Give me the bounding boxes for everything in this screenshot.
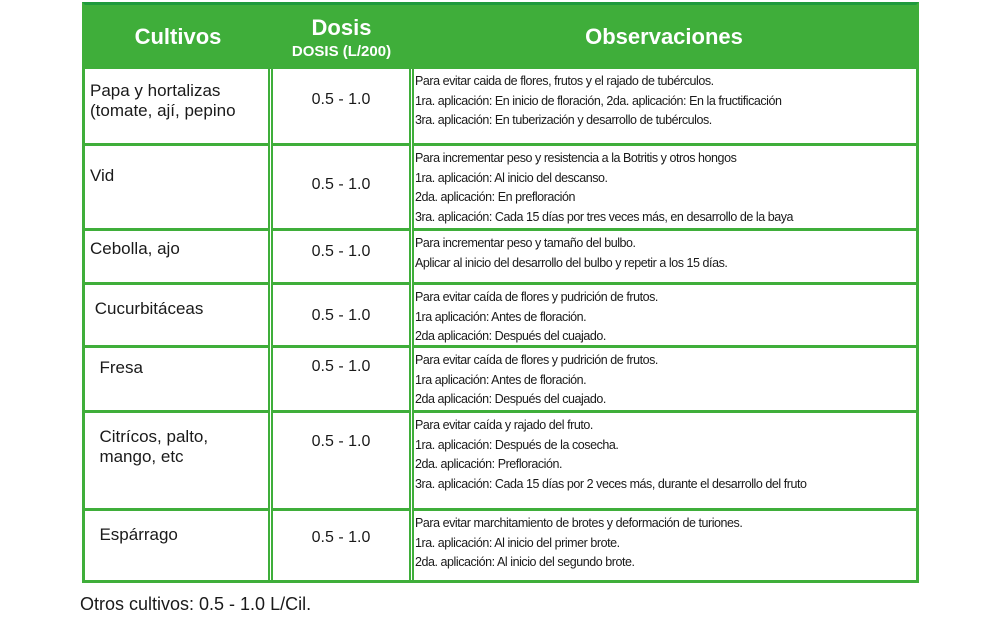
footer-note: Otros cultivos: 0.5 - 1.0 L/Cil.: [80, 594, 312, 614]
dosis-cell: 0.5 - 1.0: [311, 433, 371, 450]
observacion-line: 1ra. aplicación: Al inicio del primer br…: [415, 535, 620, 550]
cultivo-cell: Cebolla, ajo: [90, 239, 270, 259]
header-dosis-label: Dosis: [311, 14, 372, 40]
dosis-cell: 0.5 - 1.0: [311, 176, 371, 193]
observaciones-cell: Para incrementar peso y tamaño del bulbo…: [415, 234, 915, 273]
header-dosis: Dosis DOSIS (L/200): [271, 5, 412, 69]
cultivo-cell: Cucurbitáceas: [90, 299, 270, 319]
column-divider: [409, 69, 414, 580]
observaciones-cell: Para evitar marchitamiento de brotes y d…: [415, 514, 915, 573]
table-row: Espárrago 0.5 - 1.0 Para evitar marchitami…: [85, 508, 916, 583]
observacion-line: 2da. aplicación: En prefloración: [415, 190, 576, 204]
observacion-line: 3ra. aplicación: Cada 15 días por tres v…: [415, 209, 794, 224]
cultivo-line: Citrícos, palto,: [90, 427, 209, 446]
table-row: Cucurbitáceas 0.5 - 1.0 Para evitar caída …: [85, 282, 916, 345]
observaciones-cell: Para evitar caída de flores y pudrición …: [415, 351, 915, 410]
observacion-line: Para incrementar peso y resistencia a la…: [415, 151, 737, 165]
observaciones-cell: Para incrementar peso y resistencia a la…: [415, 149, 915, 227]
observacion-line: Aplicar al inicio del desarrollo del bul…: [415, 255, 728, 270]
cultivo-cell: Fresa: [90, 358, 270, 378]
table-row: Citrícos, palto, mango, etc 0.5 - 1.0 Para…: [85, 410, 916, 508]
observacion-line: 1ra. aplicación: Después de la cosecha.: [415, 437, 619, 452]
cultivo-line: Cebolla, ajo: [90, 239, 180, 258]
table-row: Papa y hortalizas (tomate, ají, pepino 0.5…: [85, 66, 916, 143]
observacion-line: Para evitar caída de flores y pudrición …: [415, 353, 658, 367]
observacion-line: Para evitar caída de flores y pudrición …: [415, 290, 658, 304]
cultivo-line: mango, etc: [90, 447, 184, 466]
cultivo-line: Papa y hortalizas: [90, 81, 221, 100]
dosis-cell: 0.5 - 1.0: [311, 243, 371, 260]
dosage-table: Cultivos Dosis DOSIS (L/200) Observacion…: [82, 2, 919, 583]
observacion-line: 3ra. aplicación: En tuberización y desar…: [415, 113, 712, 127]
cultivo-line: Espárrago: [90, 525, 178, 544]
cultivo-line: Vid: [90, 166, 115, 185]
dosis-cell: 0.5 - 1.0: [311, 358, 371, 375]
table-row: Cebolla, ajo 0.5 - 1.0 Para incrementar pe…: [85, 228, 916, 282]
table-header: Cultivos Dosis DOSIS (L/200) Observacion…: [85, 5, 916, 69]
observacion-line: 2da aplicación: Después del cuajado.: [415, 329, 606, 343]
column-divider: [268, 69, 273, 580]
header-cultivos-label: Cultivos: [134, 24, 222, 49]
header-cultivos: Cultivos: [85, 5, 271, 69]
dosis-cell: 0.5 - 1.0: [311, 529, 371, 546]
cultivo-cell: Papa y hortalizas (tomate, ají, pepino: [90, 81, 270, 121]
table-row: Fresa 0.5 - 1.0 Para evitar caída de flore…: [85, 345, 916, 410]
observacion-line: Para incrementar peso y tamaño del bulbo…: [415, 236, 636, 250]
observacion-line: 3ra. aplicación: Cada 15 días por 2 vece…: [415, 476, 807, 491]
observaciones-cell: Para evitar caida de flores, frutos y el…: [415, 72, 915, 131]
observacion-line: 1ra aplicación: Antes de floración.: [415, 372, 587, 387]
observacion-line: 1ra aplicación: Antes de floración.: [415, 309, 587, 324]
observacion-line: Para evitar caida de flores, frutos y el…: [415, 74, 714, 88]
table-row: Vid 0.5 - 1.0 Para incrementar peso y resi…: [85, 143, 916, 228]
cultivo-line: Cucurbitáceas: [90, 299, 204, 318]
observacion-line: Para evitar caída y rajado del fruto.: [415, 418, 593, 432]
header-dosis-sub: DOSIS (L/200): [291, 42, 392, 60]
observacion-line: 2da. aplicación: Al inicio del segundo b…: [415, 555, 635, 569]
observaciones-cell: Para evitar caída de flores y pudrición …: [415, 288, 915, 347]
observacion-line: 1ra. aplicación: Al inicio del descanso.: [415, 170, 608, 185]
observacion-line: 2da. aplicación: Prefloración.: [415, 457, 563, 471]
cultivo-cell: Vid: [90, 166, 270, 186]
observacion-line: 2da aplicación: Después del cuajado.: [415, 392, 606, 406]
observacion-line: Para evitar marchitamiento de brotes y d…: [415, 516, 743, 530]
header-observaciones: Observaciones: [412, 5, 916, 69]
dosis-cell: 0.5 - 1.0: [311, 307, 371, 324]
dosis-cell: 0.5 - 1.0: [311, 91, 371, 108]
observaciones-cell: Para evitar caída y rajado del fruto. 1ra…: [415, 416, 915, 494]
header-observaciones-label: Observaciones: [585, 24, 743, 49]
cultivo-cell: Espárrago: [90, 525, 270, 545]
cultivo-line: (tomate, ají, pepino: [90, 101, 236, 120]
cultivo-cell: Citrícos, palto, mango, etc: [90, 427, 270, 467]
observacion-line: 1ra. aplicación: En inicio de floración,…: [415, 93, 782, 108]
cultivo-line: Fresa: [90, 358, 143, 377]
